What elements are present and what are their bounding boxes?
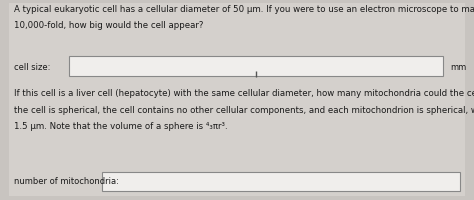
Text: 10,000-fold, how big would the cell appear?: 10,000-fold, how big would the cell appe… xyxy=(14,21,204,30)
Text: number of mitochondria:: number of mitochondria: xyxy=(14,177,119,185)
Text: the cell is spherical, the cell contains no other cellular components, and each : the cell is spherical, the cell contains… xyxy=(14,105,474,114)
Text: If this cell is a liver cell (hepatocyte) with the same cellular diameter, how m: If this cell is a liver cell (hepatocyte… xyxy=(14,89,474,98)
Text: mm: mm xyxy=(450,63,466,71)
Text: 1.5 μm. Note that the volume of a sphere is ⁴₃πr³.: 1.5 μm. Note that the volume of a sphere… xyxy=(14,121,228,130)
Text: cell size:: cell size: xyxy=(14,63,51,71)
Text: A typical eukaryotic cell has a cellular diameter of 50 μm. If you were to use a: A typical eukaryotic cell has a cellular… xyxy=(14,5,474,14)
FancyBboxPatch shape xyxy=(102,172,460,191)
FancyBboxPatch shape xyxy=(69,57,443,77)
